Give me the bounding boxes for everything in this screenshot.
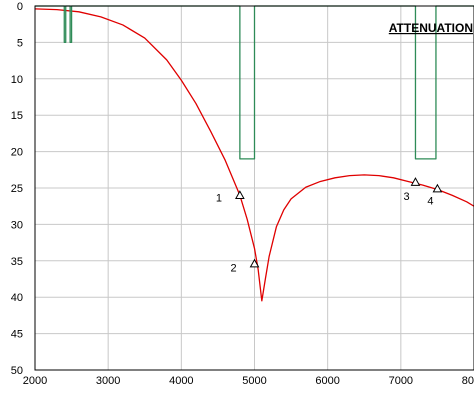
x-tick-label-0: 2000 bbox=[23, 375, 47, 387]
x-tick-label-5: 7000 bbox=[389, 375, 413, 387]
y-tick-label-6: 30 bbox=[11, 219, 23, 231]
x-tick-label-2: 4000 bbox=[169, 375, 193, 387]
marker-label-1: 1 bbox=[216, 192, 222, 204]
marker-triangle-3 bbox=[410, 177, 421, 186]
marker-label-4: 4 bbox=[427, 196, 433, 208]
y-tick-label-4: 20 bbox=[11, 147, 23, 159]
x-tick-label-4: 6000 bbox=[315, 375, 339, 387]
y-tick-label-8: 40 bbox=[11, 292, 23, 304]
marker-triangle-4 bbox=[432, 183, 443, 193]
chart-title: ATTENUATION bbox=[389, 21, 473, 35]
markers: 1 2 3 4 bbox=[216, 177, 443, 275]
tick-labels: 2000 3000 4000 5000 6000 7000 8000 0 5 10 15 20 25 30… bbox=[11, 1, 474, 387]
x-tick-label-3: 5000 bbox=[242, 375, 266, 387]
marker-triangle-1 bbox=[235, 190, 245, 199]
y-tick-label-3: 15 bbox=[11, 110, 23, 122]
y-tick-label-10: 50 bbox=[11, 365, 23, 377]
plot-border bbox=[34, 5, 474, 371]
y-tick-label-5: 25 bbox=[11, 183, 23, 195]
marker-triangle-2 bbox=[249, 258, 260, 268]
x-tick-label-6: 8000 bbox=[462, 375, 474, 387]
y-tick-label-1: 5 bbox=[17, 37, 23, 49]
x-tick-label-1: 3000 bbox=[96, 375, 120, 387]
y-tick-label-7: 35 bbox=[11, 256, 23, 268]
marker-label-2: 2 bbox=[231, 263, 237, 275]
marker-label-3: 3 bbox=[403, 191, 409, 203]
y-tick-label-0: 0 bbox=[17, 1, 23, 13]
series-line-0 bbox=[34, 8, 474, 302]
y-tick-label-9: 45 bbox=[11, 329, 23, 341]
y-tick-label-2: 10 bbox=[11, 74, 23, 86]
